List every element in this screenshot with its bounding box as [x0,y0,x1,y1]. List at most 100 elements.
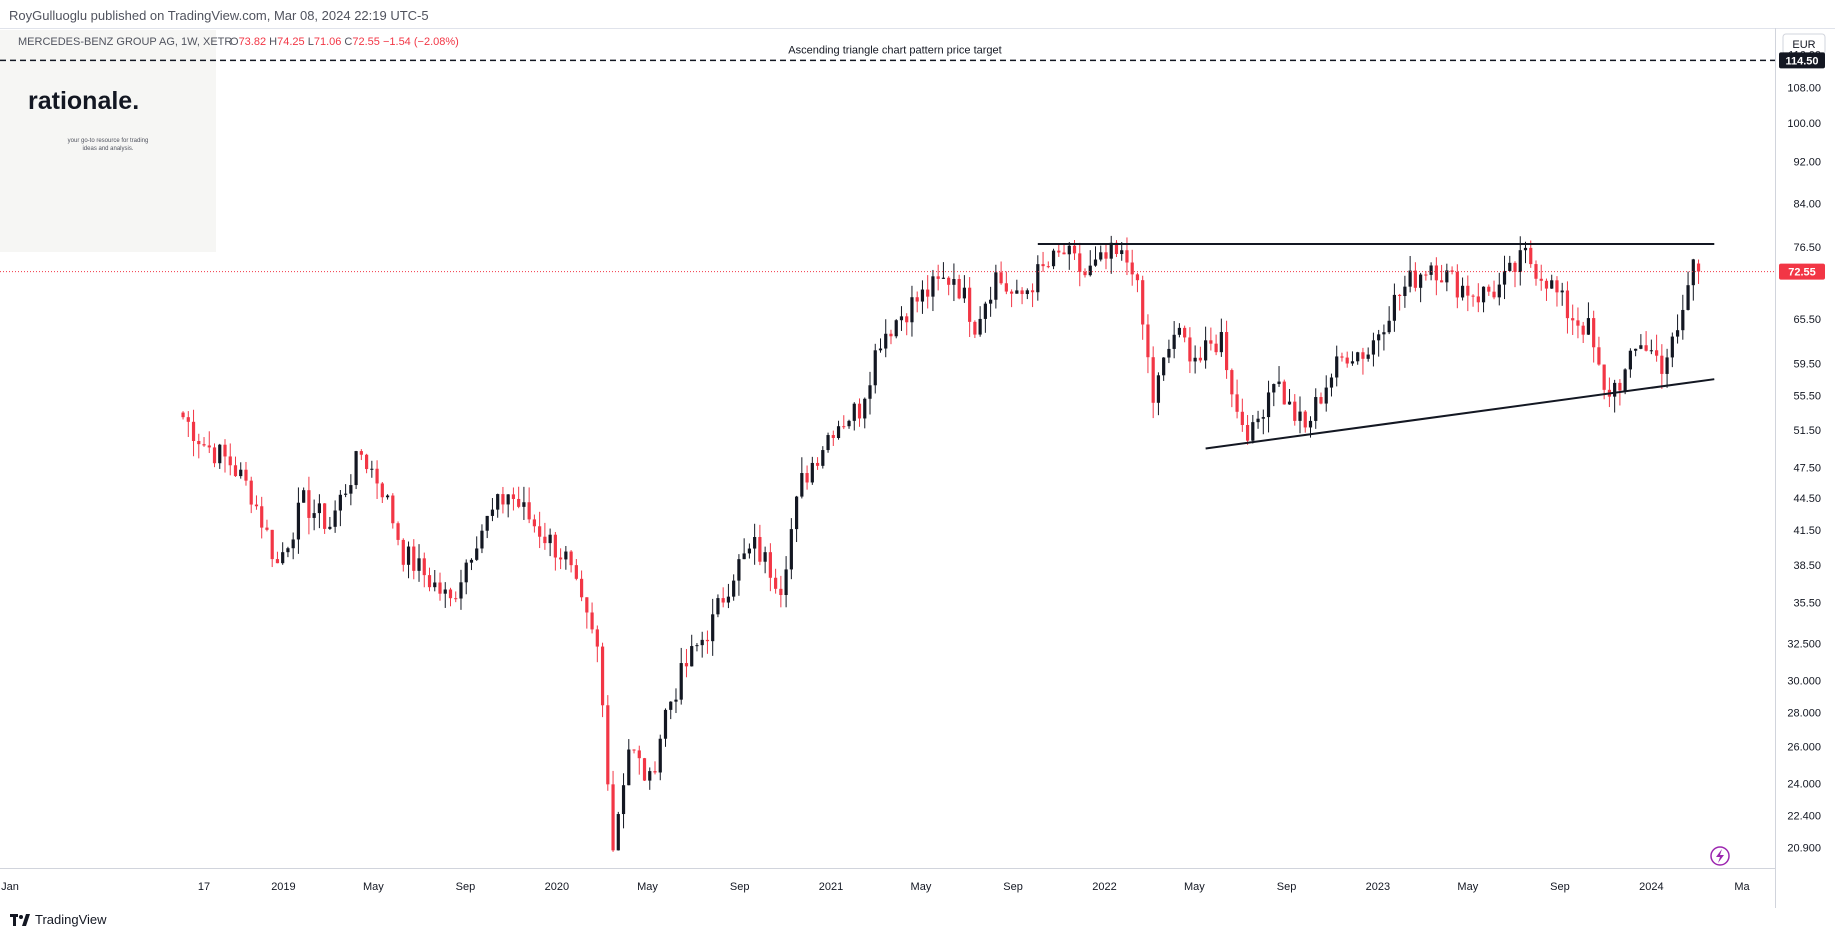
price-tick-label: 55.50 [1793,391,1821,403]
candle [469,558,474,571]
candle [207,431,211,454]
candle [1434,257,1438,296]
price-tick-label: 47.50 [1793,463,1821,475]
candle [642,757,647,781]
candle [695,643,699,652]
candle [1623,368,1627,395]
candle [181,411,185,420]
candle [1439,264,1444,283]
candle [338,489,342,527]
candle [1686,271,1690,311]
candle [1051,248,1056,270]
candle [884,319,888,358]
candle [1078,242,1082,287]
candle [1335,345,1339,387]
candle [260,496,264,539]
publisher-bar: RoyGulluoglu published on TradingView.co… [0,0,1835,28]
candle [753,523,757,565]
candle [1613,379,1617,413]
candle [1660,344,1664,389]
candle [1544,278,1549,301]
price-chart[interactable]: rationale. your go-to resource for tradi… [0,28,1835,908]
candle [490,498,495,522]
chart-area[interactable]: rationale. your go-to resource for tradi… [0,28,1835,908]
candle [926,275,930,309]
time-tick-label: May [637,881,658,893]
candle [595,625,599,663]
candle [1183,325,1187,343]
candle [1251,414,1255,444]
candle [1067,242,1071,270]
candle [1072,239,1077,260]
candle [1272,383,1276,407]
candle [1581,321,1585,344]
candle [1508,255,1512,273]
tradingview-logo[interactable]: TradingView [10,912,107,927]
candle [1109,235,1113,274]
price-tick-label: 32.500 [1787,638,1821,650]
candle [559,548,563,570]
candle [296,487,301,554]
candle [228,443,232,476]
candle [517,486,521,509]
candle [1209,327,1213,351]
candle [1398,293,1402,311]
candle [726,583,731,609]
candle [427,567,432,592]
candle [648,767,652,790]
publisher-text: RoyGulluoglu published on TradingView.co… [9,8,429,23]
candle [1214,334,1218,356]
target-annotation: Ascending triangle chart pattern price t… [788,44,1001,56]
legend-ohlc-key: O [230,36,239,48]
candle [1466,275,1470,312]
price-tick-label: 22.400 [1787,811,1821,823]
symbol-legend[interactable]: MERCEDES-BENZ GROUP AG, 1W, XETR O73.82 … [18,36,459,48]
candle [1041,251,1045,272]
candle [1141,275,1145,340]
candle [1036,255,1040,301]
candle [527,487,531,524]
time-tick-label: Jan [1,881,19,893]
candle [186,411,190,438]
lightning-icon[interactable] [1710,846,1730,866]
candle [501,486,505,514]
candle [627,739,631,786]
candle [873,343,877,394]
candle [1319,392,1323,405]
candle [1607,377,1612,408]
candle [1481,286,1486,313]
price-tick-label: 24.000 [1787,779,1821,791]
candle [333,500,337,533]
candle [448,587,453,607]
candle [1156,372,1161,416]
last-price-label: 72.55 [1788,267,1816,279]
candle [1324,375,1328,412]
candle [774,568,778,594]
candle [999,261,1003,285]
time-tick-label: Sep [730,881,750,893]
candle [1513,261,1517,288]
candle [621,773,626,829]
candle [506,494,510,518]
candle [1497,272,1501,306]
candle [359,449,363,461]
price-tick-label: 38.50 [1793,560,1821,572]
candle [1345,351,1349,368]
drawings[interactable]: Ascending triangle chart pattern price t… [0,44,1775,450]
candle [1408,255,1412,293]
candle [218,443,222,469]
support-trendline[interactable] [1205,378,1715,450]
candle [281,542,285,565]
candle [747,543,751,559]
candle [1555,276,1559,307]
candle [1340,352,1344,362]
candle [637,745,641,775]
candle [328,516,332,530]
candle [705,630,710,654]
time-tick-label: 2019 [271,881,295,893]
watermark-box [0,30,216,252]
candle [370,460,374,478]
legend-symbol: MERCEDES-BENZ GROUP AG, 1W, XETR [18,36,232,48]
candle [553,531,557,571]
candle [1649,339,1653,355]
